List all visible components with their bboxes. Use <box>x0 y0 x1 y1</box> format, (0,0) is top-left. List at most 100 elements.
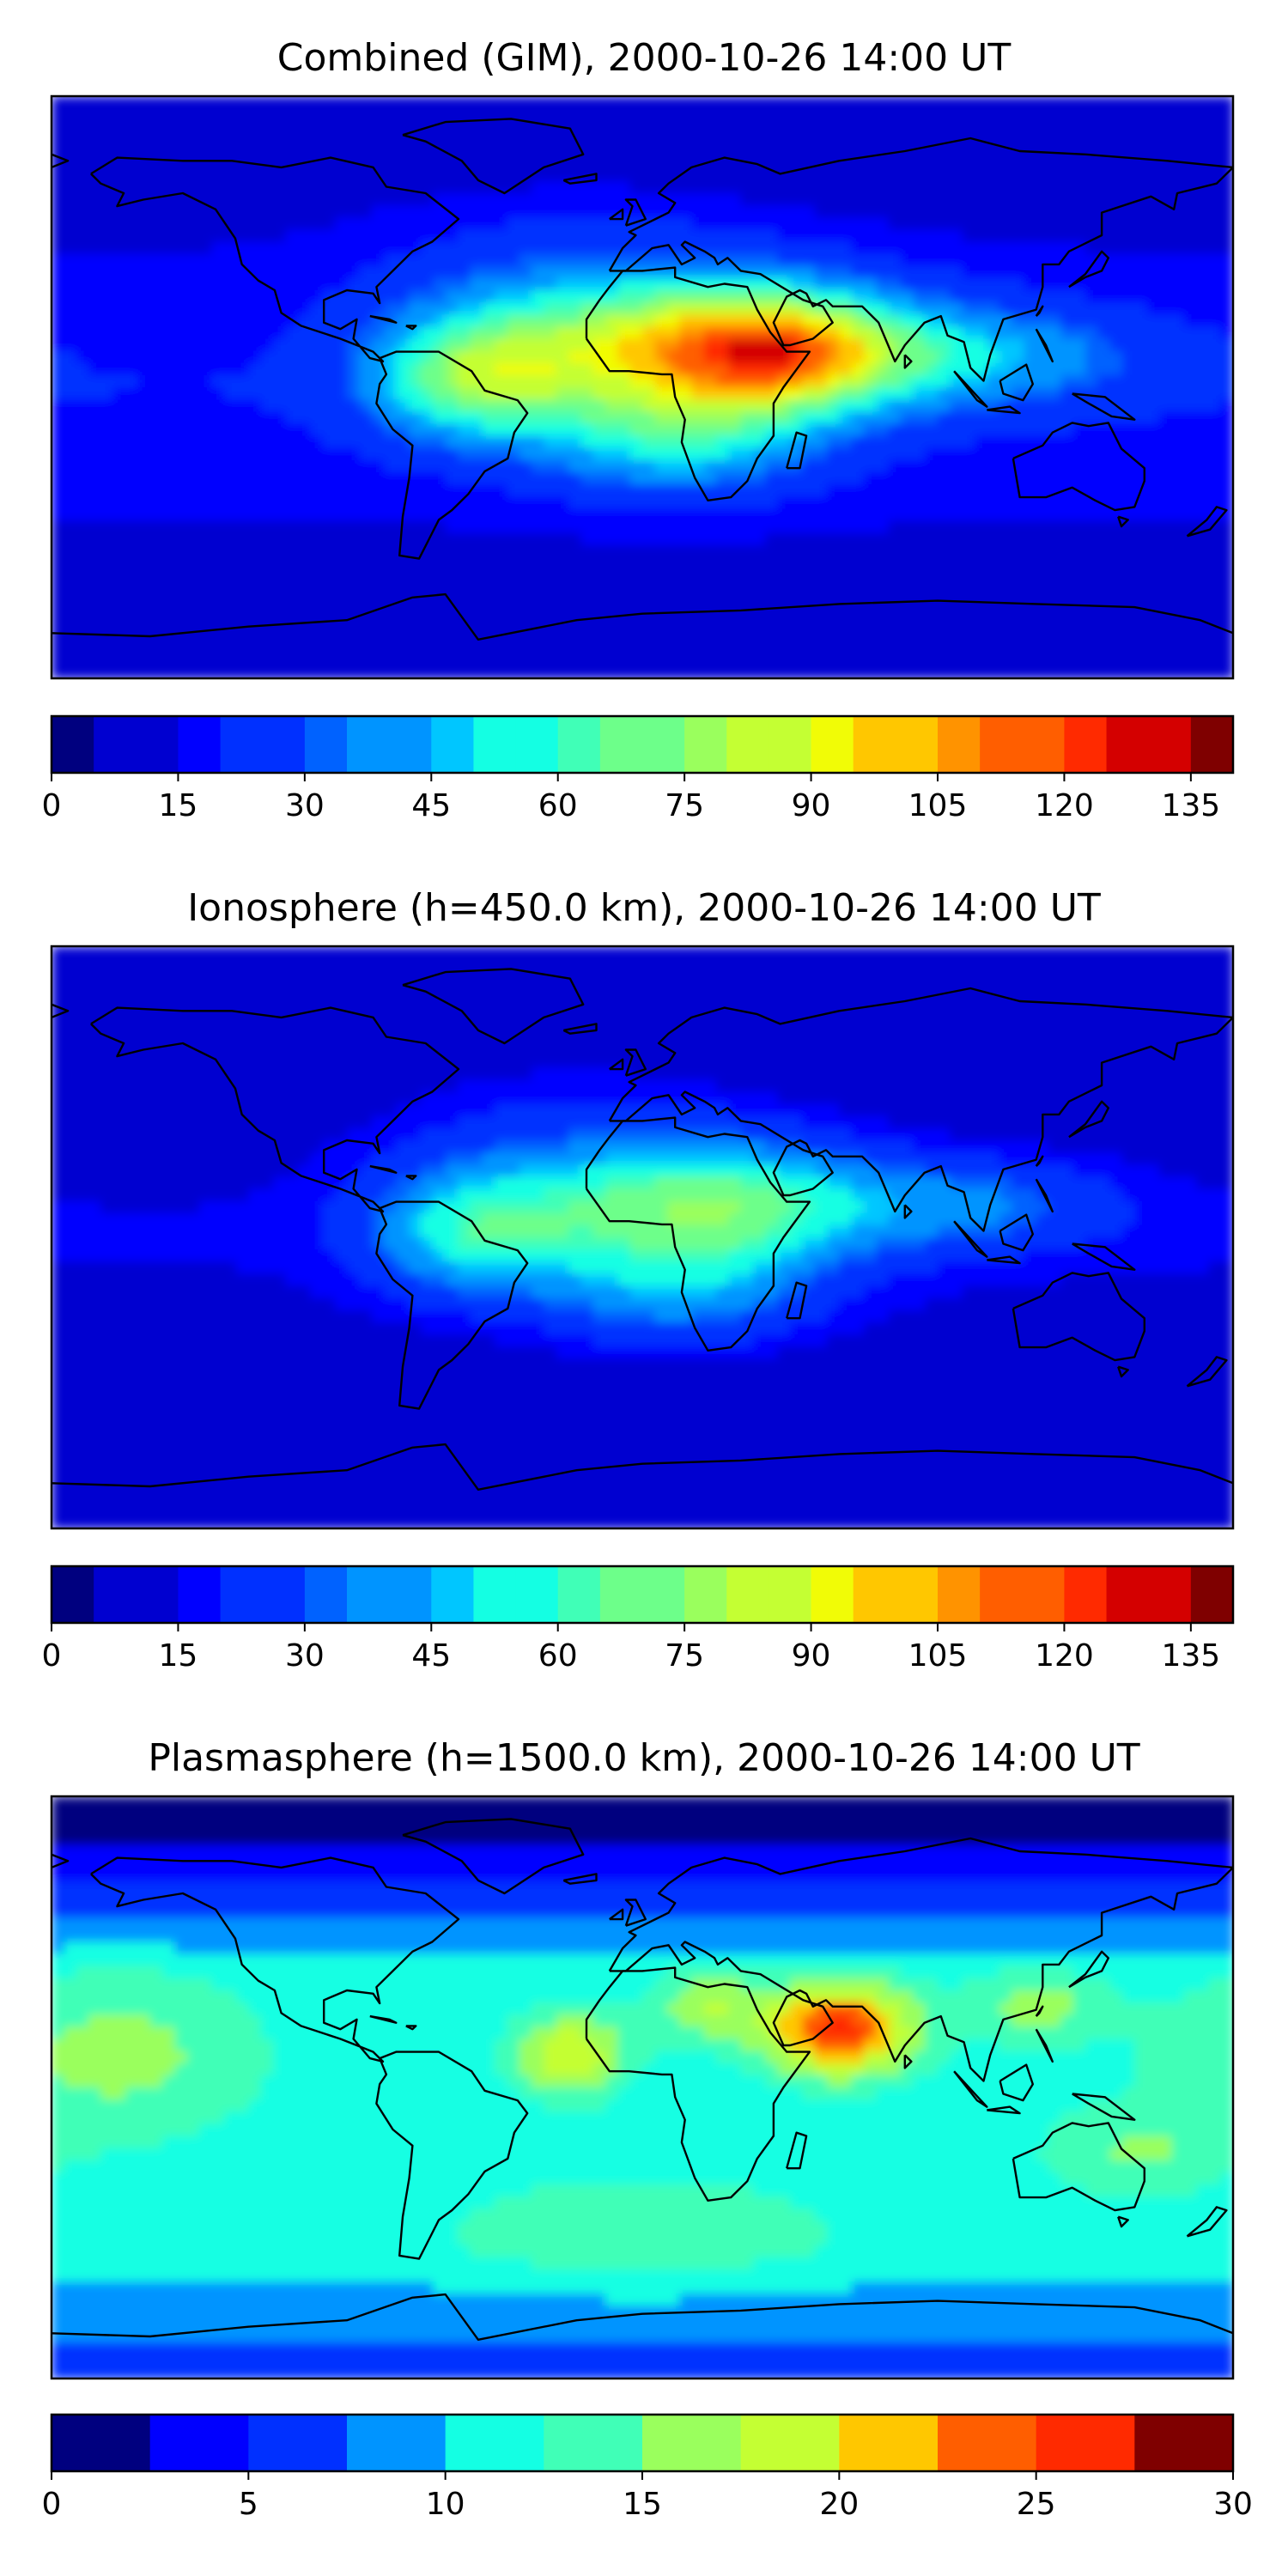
coastline <box>987 405 1021 415</box>
colorbar-segment <box>304 1566 348 1623</box>
colorbar-segment <box>1134 2415 1234 2471</box>
colorbar-segment <box>557 716 601 773</box>
colorbar-segment <box>853 1566 896 1623</box>
coastline <box>52 153 70 169</box>
coastline <box>999 363 1034 402</box>
colorbar-tick-label: 30 <box>285 1638 325 1674</box>
coastline <box>1035 2028 1054 2063</box>
coastline <box>52 1443 1233 1491</box>
coastline <box>608 987 1233 1232</box>
panel-combined: Combined (GIM), 2000-10-26 14:00 UT 0 15 3… <box>42 36 1235 823</box>
colorbar-segment <box>599 1566 643 1623</box>
coastline <box>52 1003 70 1019</box>
coastline <box>90 1006 460 1213</box>
colorbar-segment <box>445 2415 544 2471</box>
colorbar-tick-label: 135 <box>1161 1638 1220 1674</box>
colorbar-segment <box>1190 1566 1234 1623</box>
coastline <box>585 1966 811 2202</box>
colorbar-tick-label: 90 <box>792 788 831 823</box>
coastline <box>786 2131 808 2170</box>
coastline <box>369 1164 398 1174</box>
coastline <box>402 1818 585 1895</box>
colorbar-tick-label: 30 <box>285 788 325 823</box>
colorbar-segment <box>262 716 306 773</box>
coastline <box>1035 305 1044 317</box>
colorbar-segment <box>1190 716 1234 773</box>
colorbar-segment <box>980 1566 1023 1623</box>
colorbar-segment <box>1064 1566 1108 1623</box>
coastline <box>1068 1950 1109 1989</box>
coastline <box>624 198 647 227</box>
map-area <box>50 945 1235 1530</box>
colorbar-segment <box>52 2415 151 2471</box>
coastline <box>405 1175 417 1181</box>
map-frame <box>50 945 1235 1530</box>
coastline <box>953 1220 988 1258</box>
colorbar: 0 5 10 15 20 25 30 <box>42 2413 1253 2522</box>
colorbar-segment <box>769 1566 812 1623</box>
panel-title: Combined (GIM), 2000-10-26 14:00 UT <box>277 36 1012 80</box>
colorbar-segment <box>895 1566 939 1623</box>
coastline <box>1117 515 1129 528</box>
colorbar-tick-label: 135 <box>1161 788 1220 823</box>
colorbar-segment <box>94 1566 137 1623</box>
colorbar-segment <box>938 1566 981 1623</box>
colorbar-tick-label: 60 <box>538 1638 578 1674</box>
coastline <box>1012 1272 1145 1362</box>
coastline <box>786 431 808 470</box>
coastline <box>1068 1100 1109 1139</box>
coastline <box>562 173 598 185</box>
coastline <box>903 354 913 369</box>
colorbar-segment <box>1106 716 1150 773</box>
colorbar-segment <box>642 2415 742 2471</box>
coastline <box>1012 422 1145 512</box>
colorbar-segment <box>811 1566 854 1623</box>
colorbar-segment <box>389 1566 432 1623</box>
coastline <box>903 1204 913 1219</box>
colorbar-tick-label: 60 <box>538 788 578 823</box>
colorbar-segment <box>1022 716 1066 773</box>
colorbar-tick-label: 45 <box>411 1638 451 1674</box>
colorbar-segment <box>895 716 939 773</box>
colorbar-segment <box>599 716 643 773</box>
coastline <box>1186 506 1228 538</box>
colorbar-segment <box>938 716 981 773</box>
colorbar-segment <box>544 2415 643 2471</box>
colorbar-segment <box>1148 716 1192 773</box>
colorbar-segment <box>473 716 517 773</box>
coastline <box>953 2070 988 2108</box>
colorbar-segment <box>839 2415 939 2471</box>
coastline <box>987 2105 1021 2115</box>
coastline <box>52 1853 70 1869</box>
coastline <box>999 2063 1034 2102</box>
colorbar-segment <box>220 1566 264 1623</box>
colorbar-tick-label: 0 <box>42 2487 62 2522</box>
coastline <box>1186 1356 1228 1388</box>
colorbar-segment <box>431 716 475 773</box>
colorbar-segment <box>431 1566 475 1623</box>
coastline <box>90 156 460 363</box>
colorbar-segment <box>1022 1566 1066 1623</box>
coastline <box>609 1908 624 1921</box>
coastline <box>999 1213 1034 1252</box>
colorbar-segment <box>389 716 432 773</box>
colorbar-segment <box>178 1566 222 1623</box>
colorbar: 0 15 30 45 60 75 90 105 120 135 <box>42 1564 1235 1674</box>
coastline <box>375 2050 529 2260</box>
coastline <box>1117 2215 1129 2228</box>
coastline <box>369 314 398 324</box>
colorbar-segment <box>726 1566 770 1623</box>
coastline <box>609 1058 624 1071</box>
coastline <box>903 2054 913 2069</box>
panel-title: Ionosphere (h=450.0 km), 2000-10-26 14:0… <box>187 886 1101 930</box>
coastline <box>90 1856 460 2063</box>
coastline <box>1012 2122 1145 2212</box>
colorbar-frame <box>50 714 1235 775</box>
colorbar-tick-label: 90 <box>792 1638 831 1674</box>
colorbar-segment <box>304 716 348 773</box>
map-frame <box>50 1795 1235 2380</box>
colorbar-tick-label: 20 <box>819 2487 859 2522</box>
coastline <box>1072 392 1136 421</box>
colorbar: 0 15 30 45 60 75 90 105 120 135 <box>42 714 1235 823</box>
panel-plasmasphere: Plasmasphere (h=1500.0 km), 2000-10-26 1… <box>42 1736 1253 2522</box>
